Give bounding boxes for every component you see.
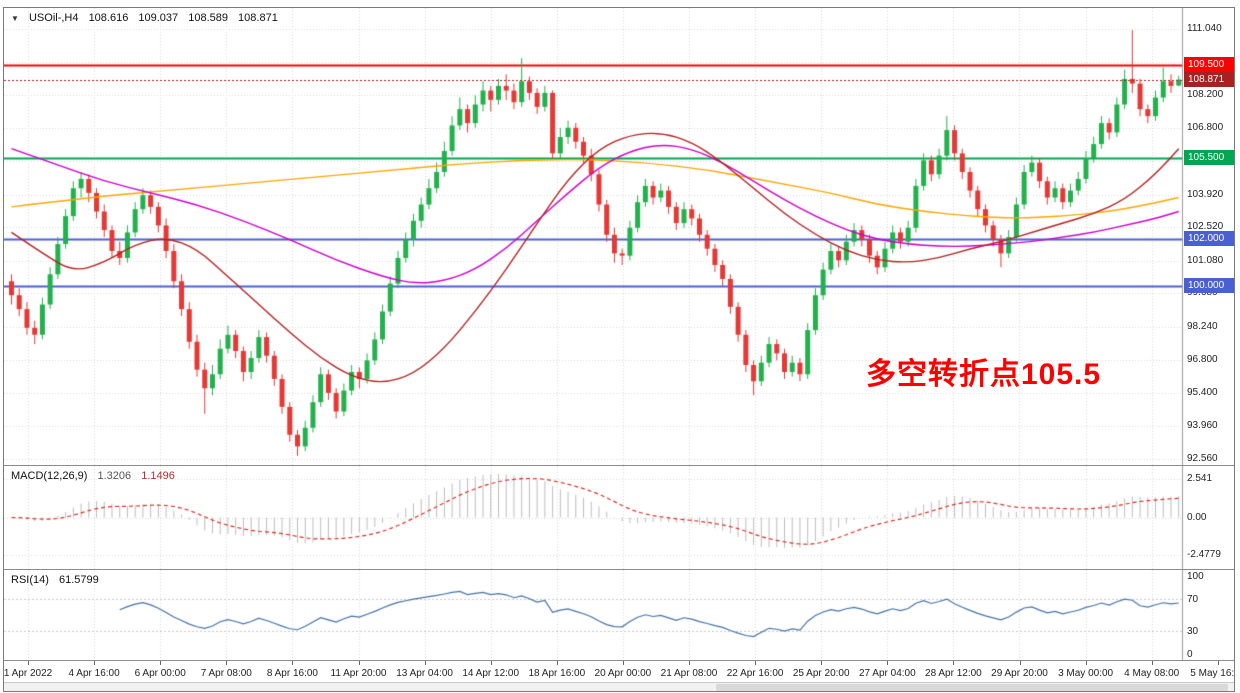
time-axis-tick <box>28 661 29 665</box>
time-axis-label: 13 Apr 04:00 <box>396 668 453 679</box>
time-axis-label: 20 Apr 00:00 <box>594 668 652 679</box>
rsi-value: 61.5799 <box>58 574 99 586</box>
macd-signal-value: 1.1496 <box>141 470 175 482</box>
time-axis-label: 5 May 16:00 <box>1190 668 1234 679</box>
time-axis[interactable]: 1 Apr 2022 4 Apr 16:00 6 Apr 00:00 7 Apr 08… <box>4 660 1234 682</box>
axis-label: 103.920 <box>1187 188 1224 200</box>
time-axis-label: 4 Apr 16:00 <box>68 668 120 679</box>
time-axis-label: 6 Apr 00:00 <box>134 668 186 679</box>
time-axis-tick <box>556 661 558 665</box>
time-axis-tick <box>1085 661 1087 665</box>
time-axis-label: 3 May 00:00 <box>1058 668 1114 679</box>
time-axis-label: 1 Apr 2022 <box>4 668 53 679</box>
axis-label: -2.4779 <box>1187 549 1221 561</box>
macd-main-value: 1.3206 <box>97 470 132 482</box>
time-axis-tick <box>1151 661 1153 665</box>
close-value: 108.871 <box>238 12 278 24</box>
time-axis-label: 29 Apr 20:00 <box>991 668 1048 679</box>
time-axis-tick <box>622 661 624 665</box>
time-axis-label: 28 Apr 12:00 <box>925 668 982 679</box>
time-axis-label: 22 Apr 16:00 <box>726 668 784 679</box>
axis-label: 106.800 <box>1187 121 1224 133</box>
scrollbar-thumb[interactable] <box>716 684 1228 691</box>
rsi-header: RSI(14) 61.5799 <box>11 574 106 586</box>
time-axis-label: 8 Apr 16:00 <box>266 668 318 679</box>
time-axis-label: 14 Apr 12:00 <box>462 668 520 679</box>
axis-label: 111.040 <box>1187 23 1222 35</box>
hline-price-badge: 100.000 <box>1184 277 1234 293</box>
panel-separator[interactable] <box>4 465 1234 466</box>
symbol-label: USOil-,H4 <box>28 12 79 24</box>
axis-label: 98.240 <box>1187 320 1218 332</box>
horizontal-scrollbar[interactable] <box>4 682 1234 691</box>
axis-label: 93.960 <box>1187 420 1218 432</box>
macd-label: MACD(12,26,9) <box>11 470 88 482</box>
time-axis-tick <box>887 661 889 665</box>
open-value: 108.616 <box>88 12 129 24</box>
rsi-panel[interactable]: RSI(14) 61.5799 100 70 30 0 <box>4 570 1234 660</box>
annotation-text[interactable]: 多空转折点105.5 <box>866 358 1102 391</box>
axis-label: 30 <box>1187 625 1199 637</box>
axis-label: 96.800 <box>1187 354 1218 366</box>
axis-label: 2.541 <box>1187 472 1213 484</box>
axis-label: 101.080 <box>1187 254 1224 266</box>
time-axis-label: 25 Apr 20:00 <box>792 668 850 679</box>
axis-label: 70 <box>1187 594 1199 606</box>
high-value: 109.037 <box>138 12 179 24</box>
trading-chart-window: ▼ USOil-,H4 108.616 109.037 108.589 108.… <box>3 7 1235 692</box>
axis-label: 0.00 <box>1187 511 1207 523</box>
time-axis-tick <box>821 661 823 665</box>
hline-price-badge: 105.500 <box>1184 150 1234 165</box>
axis-label: 102.520 <box>1187 221 1224 233</box>
time-axis-label: 27 Apr 04:00 <box>858 668 916 679</box>
chart-ohlc-header: ▼ USOil-,H4 108.616 109.037 108.589 108.… <box>11 12 285 24</box>
time-axis-label: 18 Apr 16:00 <box>528 668 586 679</box>
price-chart-panel[interactable]: ▼ USOil-,H4 108.616 109.037 108.589 108.… <box>4 8 1234 465</box>
collapse-icon[interactable]: ▼ <box>11 14 19 23</box>
axis-label: 100 <box>1187 571 1204 582</box>
axis-label: 95.400 <box>1187 386 1218 398</box>
time-axis-tick <box>292 661 294 665</box>
time-axis-label: 7 Apr 08:00 <box>200 668 252 679</box>
hline-price-badge: 102.000 <box>1184 231 1234 247</box>
time-axis-tick <box>1217 661 1219 665</box>
macd-canvas[interactable] <box>4 466 1234 569</box>
rsi-canvas[interactable] <box>4 570 1234 660</box>
time-axis-tick <box>953 661 955 665</box>
rsi-label: RSI(14) <box>11 574 49 586</box>
time-axis-label: 4 May 08:00 <box>1124 668 1180 679</box>
hline-price-badge: 109.500 <box>1184 56 1234 72</box>
time-axis-tick <box>1019 661 1021 665</box>
time-axis-tick <box>358 661 360 665</box>
current-price-badge: 108.871 <box>1184 71 1234 87</box>
time-axis-tick <box>226 661 228 665</box>
time-axis-tick <box>490 661 492 665</box>
price-canvas[interactable] <box>4 8 1234 465</box>
time-axis-tick <box>755 661 757 665</box>
macd-panel[interactable]: MACD(12,26,9) 1.3206 1.1496 2.541 0.00 -2.… <box>4 466 1234 569</box>
axis-label: 0 <box>1187 649 1193 660</box>
macd-header: MACD(12,26,9) 1.3206 1.1496 <box>11 470 182 482</box>
time-axis-tick <box>94 661 96 665</box>
time-axis-tick <box>424 661 426 665</box>
low-value: 108.589 <box>188 12 228 24</box>
time-axis-tick <box>160 661 162 665</box>
panel-separator[interactable] <box>4 569 1234 570</box>
time-axis-tick <box>689 661 690 665</box>
axis-label: 92.560 <box>1187 452 1218 464</box>
time-axis-label: 21 Apr 08:00 <box>660 668 718 679</box>
axis-label: 108.200 <box>1187 89 1224 101</box>
time-axis-label: 11 Apr 20:00 <box>330 668 387 679</box>
